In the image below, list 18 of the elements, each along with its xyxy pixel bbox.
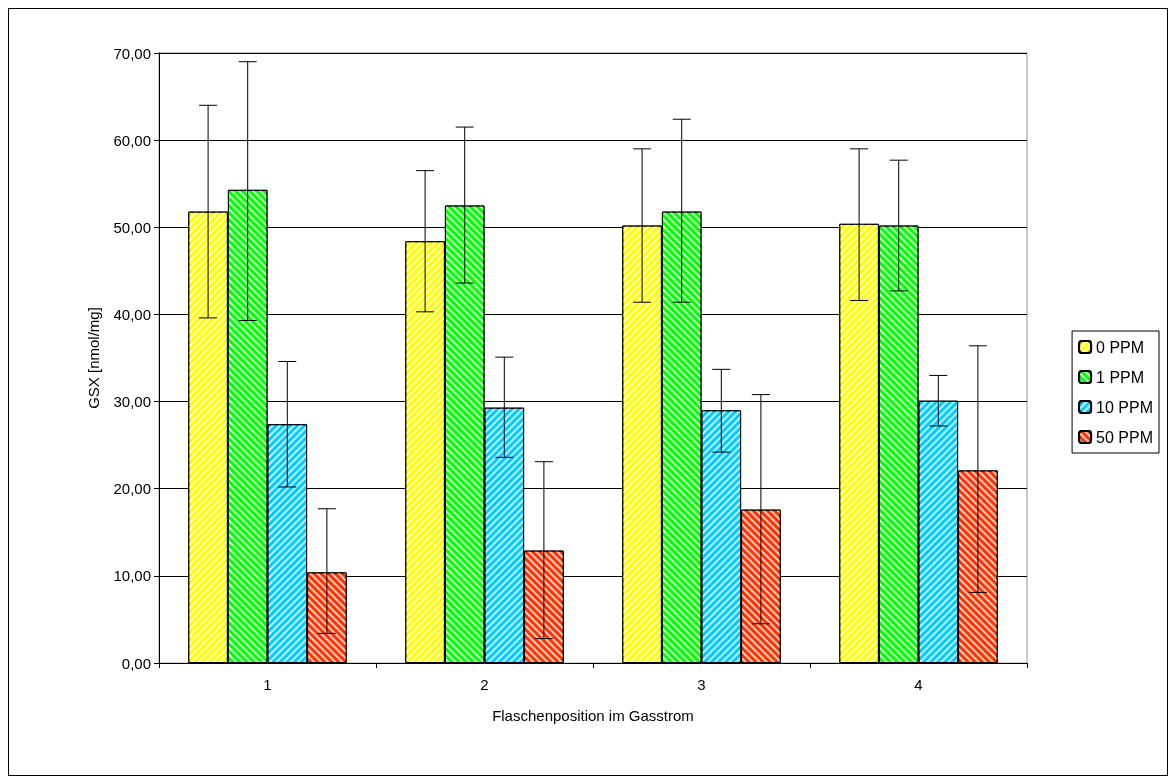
y-tick-label: 30,00 (113, 393, 151, 411)
legend-label: 50 PPM (1096, 428, 1154, 446)
y-tick-label: 60,00 (113, 131, 151, 149)
y-tick-label: 0,00 (121, 654, 151, 672)
legend-label: 1 PPM (1096, 368, 1145, 386)
x-tick-label: 1 (263, 676, 272, 693)
y-tick-label: 70,00 (113, 44, 151, 62)
y-tick-label: 50,00 (113, 218, 151, 236)
x-tick-label: 3 (697, 676, 706, 693)
y-tick-label: 40,00 (113, 305, 151, 323)
legend-label: 10 PPM (1096, 398, 1154, 416)
legend-label: 0 PPM (1096, 338, 1145, 356)
y-tick-label: 20,00 (113, 480, 151, 498)
x-axis-title: Flaschenposition im Gasstrom (492, 707, 694, 724)
x-tick-label: 2 (480, 676, 489, 693)
y-tick-label: 10,00 (113, 567, 151, 585)
y-axis-title: GSX [nmol/mg] (85, 307, 102, 409)
x-tick-label: 4 (914, 676, 923, 693)
